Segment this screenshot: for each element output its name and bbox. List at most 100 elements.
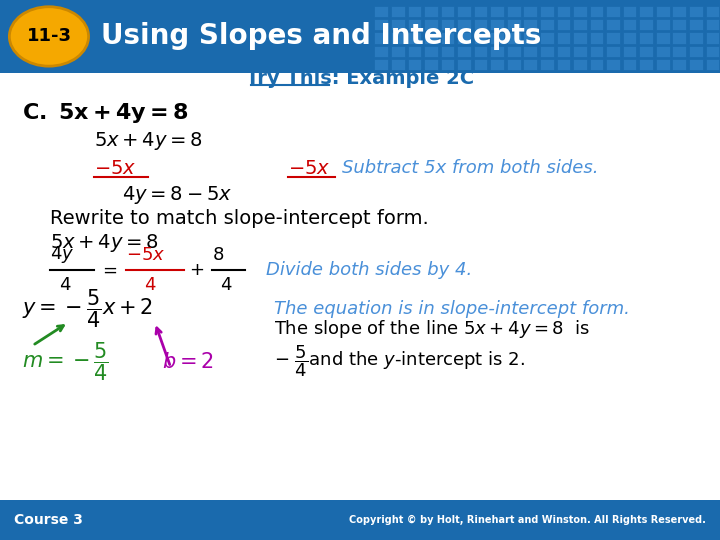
Bar bbox=[523, 46, 537, 57]
Bar bbox=[706, 46, 719, 57]
Bar bbox=[490, 32, 504, 44]
Text: $-5x$: $-5x$ bbox=[288, 159, 330, 178]
Bar bbox=[590, 19, 603, 30]
Text: $4$: $4$ bbox=[144, 276, 156, 294]
Text: $\bf{C.\ 5x + 4y = 8}$: $\bf{C.\ 5x + 4y = 8}$ bbox=[22, 102, 189, 125]
Bar bbox=[672, 59, 686, 70]
Bar bbox=[689, 46, 703, 57]
Bar bbox=[424, 6, 438, 17]
Bar bbox=[408, 32, 421, 44]
Text: Try This: Example 2C: Try This: Example 2C bbox=[246, 69, 474, 88]
Bar bbox=[507, 32, 521, 44]
Bar bbox=[490, 46, 504, 57]
Bar bbox=[656, 59, 670, 70]
Bar bbox=[474, 32, 487, 44]
Bar bbox=[408, 46, 421, 57]
Bar bbox=[639, 46, 653, 57]
Text: $+$: $+$ bbox=[189, 261, 204, 279]
Bar bbox=[457, 19, 471, 30]
Text: 11-3: 11-3 bbox=[27, 28, 71, 45]
Bar bbox=[590, 59, 603, 70]
Bar bbox=[706, 59, 719, 70]
Text: Using Slopes and Intercepts: Using Slopes and Intercepts bbox=[101, 23, 541, 50]
Bar bbox=[408, 19, 421, 30]
Bar bbox=[557, 6, 570, 17]
Bar bbox=[623, 32, 636, 44]
Bar bbox=[672, 32, 686, 44]
Text: $5x + 4y = 8$: $5x + 4y = 8$ bbox=[94, 131, 202, 152]
Bar bbox=[523, 6, 537, 17]
Bar bbox=[573, 32, 587, 44]
Text: Rewrite to match slope-intercept form.: Rewrite to match slope-intercept form. bbox=[50, 209, 429, 228]
Bar bbox=[590, 32, 603, 44]
Bar bbox=[391, 6, 405, 17]
Bar bbox=[457, 6, 471, 17]
Bar bbox=[573, 46, 587, 57]
Bar bbox=[540, 32, 554, 44]
Bar bbox=[639, 59, 653, 70]
Bar bbox=[672, 46, 686, 57]
Bar bbox=[623, 19, 636, 30]
Bar bbox=[0, 500, 720, 540]
Bar bbox=[441, 59, 454, 70]
Bar bbox=[623, 6, 636, 17]
Bar bbox=[557, 46, 570, 57]
Bar bbox=[706, 19, 719, 30]
Bar bbox=[672, 6, 686, 17]
Bar bbox=[672, 19, 686, 30]
Bar bbox=[656, 46, 670, 57]
Bar bbox=[689, 6, 703, 17]
Text: $y = -\dfrac{5}{4}x + 2$: $y = -\dfrac{5}{4}x + 2$ bbox=[22, 288, 153, 330]
Bar bbox=[606, 19, 620, 30]
Bar bbox=[507, 6, 521, 17]
Bar bbox=[540, 59, 554, 70]
Bar bbox=[391, 19, 405, 30]
Bar bbox=[590, 46, 603, 57]
Text: Copyright © by Holt, Rinehart and Winston. All Rights Reserved.: Copyright © by Holt, Rinehart and Winsto… bbox=[348, 515, 706, 525]
Bar bbox=[374, 6, 388, 17]
Bar bbox=[590, 6, 603, 17]
Bar bbox=[408, 59, 421, 70]
Bar bbox=[374, 19, 388, 30]
Bar bbox=[623, 46, 636, 57]
Bar bbox=[606, 46, 620, 57]
Bar bbox=[656, 6, 670, 17]
Bar bbox=[540, 46, 554, 57]
Text: Divide both sides by 4.: Divide both sides by 4. bbox=[266, 261, 472, 279]
Text: The equation is in slope-intercept form.: The equation is in slope-intercept form. bbox=[274, 300, 629, 318]
Bar bbox=[490, 19, 504, 30]
Bar bbox=[391, 32, 405, 44]
Text: $4y = 8 - 5x$: $4y = 8 - 5x$ bbox=[122, 185, 233, 206]
Text: $m = -\dfrac{5}{4}$: $m = -\dfrac{5}{4}$ bbox=[22, 341, 109, 383]
Bar bbox=[457, 32, 471, 44]
Bar bbox=[474, 46, 487, 57]
Text: $4y$: $4y$ bbox=[50, 245, 75, 265]
Bar bbox=[540, 19, 554, 30]
Bar bbox=[507, 19, 521, 30]
Text: $-\ \dfrac{5}{4}$and the $y$-intercept is 2.: $-\ \dfrac{5}{4}$and the $y$-intercept i… bbox=[274, 343, 525, 379]
Bar bbox=[441, 19, 454, 30]
Bar bbox=[507, 59, 521, 70]
Bar bbox=[523, 19, 537, 30]
Bar bbox=[706, 6, 719, 17]
Bar bbox=[391, 59, 405, 70]
Text: The slope of the line $5x + 4y = 8$  is: The slope of the line $5x + 4y = 8$ is bbox=[274, 319, 590, 340]
Text: $-5x$: $-5x$ bbox=[126, 246, 166, 264]
Text: $4$: $4$ bbox=[220, 276, 232, 294]
Bar bbox=[523, 59, 537, 70]
Bar bbox=[507, 46, 521, 57]
Bar bbox=[639, 19, 653, 30]
Text: $4$: $4$ bbox=[59, 276, 71, 294]
Bar bbox=[474, 59, 487, 70]
Bar bbox=[0, 0, 720, 73]
Bar bbox=[490, 59, 504, 70]
Bar bbox=[557, 32, 570, 44]
Bar bbox=[573, 6, 587, 17]
Bar bbox=[557, 59, 570, 70]
Bar bbox=[573, 59, 587, 70]
Bar bbox=[689, 19, 703, 30]
Bar bbox=[391, 46, 405, 57]
Text: $=$: $=$ bbox=[99, 261, 118, 279]
Bar bbox=[606, 6, 620, 17]
Bar bbox=[424, 59, 438, 70]
